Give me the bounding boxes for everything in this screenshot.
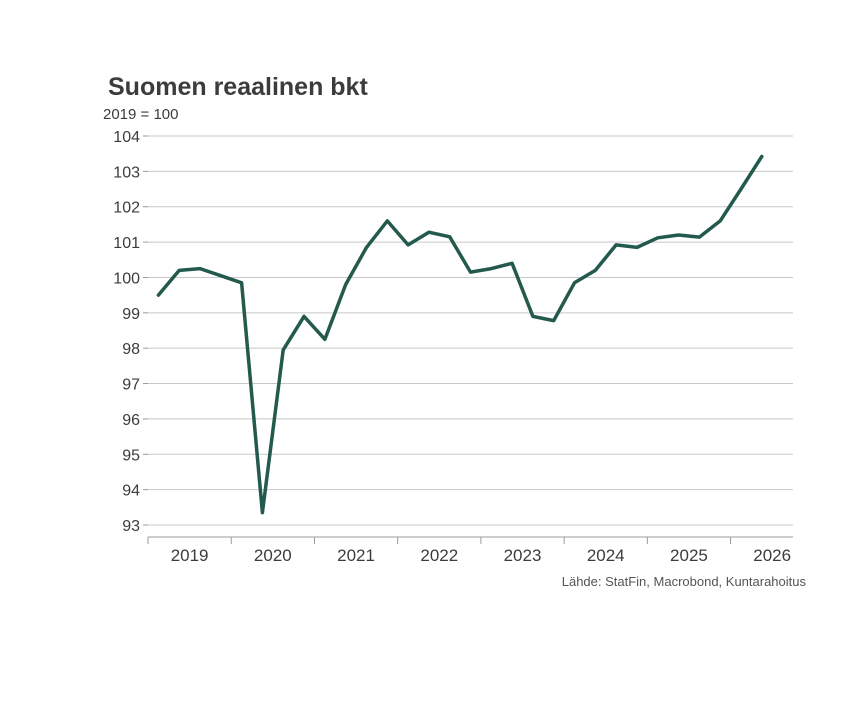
gridlines [143, 135, 793, 526]
y-tick-label-100: 100 [113, 270, 140, 287]
y-tick-label-99: 99 [122, 306, 140, 323]
y-tick-label-104: 104 [113, 129, 140, 146]
x-tick-label-2022: 2022 [420, 546, 458, 565]
x-tick-label-2025: 2025 [670, 546, 708, 565]
unit-label: 2019 = 100 [103, 106, 179, 123]
x-tick-label-2023: 2023 [504, 546, 542, 565]
series-line-0 [156, 154, 764, 515]
y-tick-label-102: 102 [113, 200, 140, 217]
y-tick-label-97: 97 [122, 377, 140, 394]
x-axis: 2019 2020 2021 2022 2023 2024 2025 2026 [147, 536, 793, 565]
x-tick-label-2019: 2019 [171, 546, 209, 565]
source-note: Lähde: StatFin, Macrobond, Kuntarahoitus [562, 574, 807, 589]
y-tick-label-93: 93 [122, 518, 140, 535]
chart-title: Suomen reaalinen bkt [108, 73, 368, 101]
series-group [156, 154, 764, 515]
y-tick-label-98: 98 [122, 341, 140, 358]
y-tick-label-95: 95 [122, 447, 140, 464]
y-tick-label-96: 96 [122, 412, 140, 429]
y-tick-label-94: 94 [122, 483, 140, 500]
y-axis-ticks: 104 103 102 101 100 99 98 97 96 95 94 93 [113, 129, 140, 535]
y-tick-label-103: 103 [113, 164, 140, 181]
x-tick-label-2021: 2021 [337, 546, 375, 565]
x-tick-label-2020: 2020 [254, 546, 292, 565]
y-tick-label-101: 101 [113, 235, 140, 252]
x-tick-label-2024: 2024 [587, 546, 625, 565]
x-tick-label-2026: 2026 [753, 546, 791, 565]
